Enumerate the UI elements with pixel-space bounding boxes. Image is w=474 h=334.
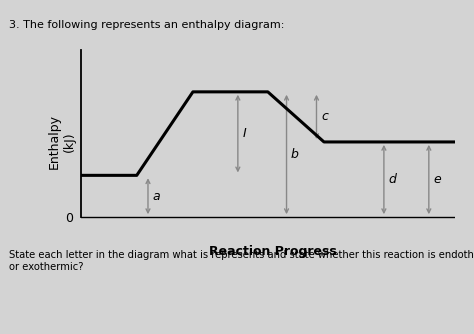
Text: c: c (321, 111, 328, 123)
Text: Reaction Progress: Reaction Progress (209, 245, 337, 259)
Y-axis label: Enthalpy
(kJ): Enthalpy (kJ) (48, 115, 76, 169)
Text: e: e (433, 173, 441, 186)
Text: b: b (291, 148, 299, 161)
Text: a: a (153, 190, 160, 203)
Text: d: d (388, 173, 396, 186)
Text: I: I (242, 127, 246, 140)
Text: State each letter in the diagram what is represents and state whether this react: State each letter in the diagram what is… (9, 250, 474, 272)
Text: 3. The following represents an enthalpy diagram:: 3. The following represents an enthalpy … (9, 20, 285, 30)
